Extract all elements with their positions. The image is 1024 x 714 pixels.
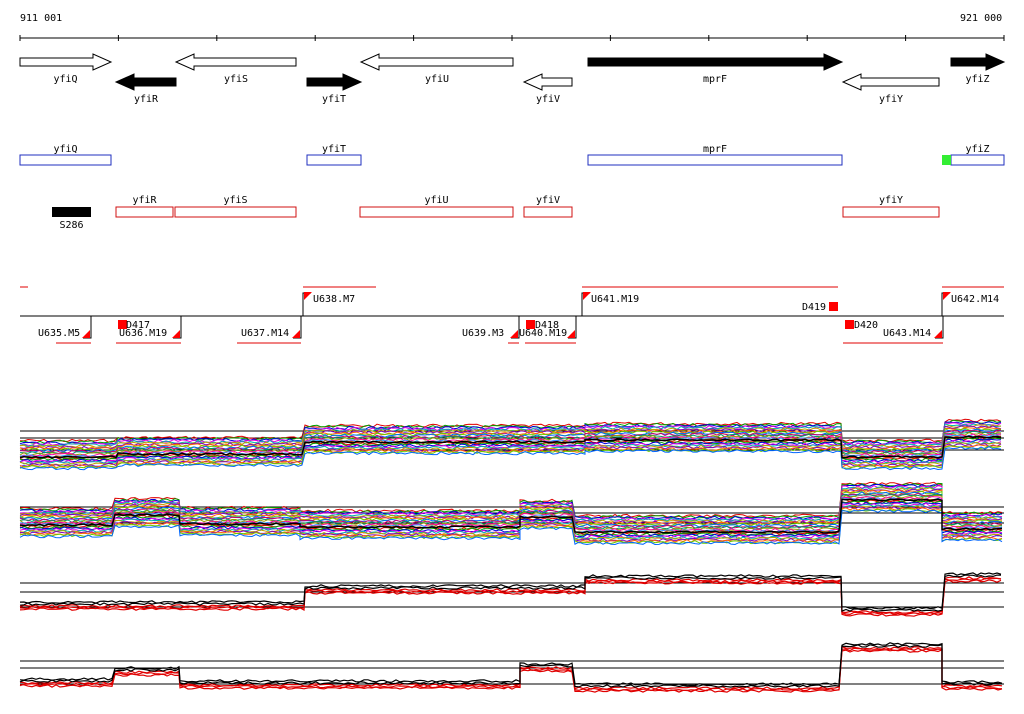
gene-arrow-yfiR — [114, 73, 177, 91]
expression-black-line — [19, 572, 1002, 610]
expression-black-line — [19, 574, 1001, 612]
transcript-label-U636.M19: U636.M19 — [119, 328, 167, 339]
expression-sample-line — [19, 438, 1002, 463]
expression-track-plus-expression-avg — [19, 572, 1004, 617]
expression-red-line — [19, 577, 1002, 616]
transcript-flag-U640.M19 — [567, 330, 575, 338]
transcript-label-U639.M3: U639.M3 — [462, 328, 504, 339]
transcript-flag-U643.M14 — [934, 330, 942, 338]
gene-arrow-yfiT — [306, 73, 363, 91]
minus-box-label-yfiV: yfiV — [536, 195, 560, 206]
downstream-label-D418: D418 — [535, 320, 559, 331]
plus-box-label-yfiT: yfiT — [322, 144, 346, 155]
transcript-label-U641.M19: U641.M19 — [591, 294, 639, 305]
expression-profile-tracks — [19, 418, 1004, 693]
gene-label-yfiY: yfiY — [879, 94, 903, 105]
expression-mean-line — [19, 498, 1003, 534]
ruler-end-label: 921 000 — [960, 13, 1003, 24]
gene-label-yfiS: yfiS — [224, 74, 248, 85]
plus-box-label-mprF: mprF — [703, 144, 727, 155]
plus-box-yfiT — [306, 154, 362, 166]
transcript-segment-track: U638.M7 U641.M19 U642.M14 U635.M5 U636.M19 U6… — [20, 286, 1004, 344]
green-marker — [942, 155, 951, 165]
expression-sample-line — [19, 418, 1002, 443]
minus-box-yfiS — [174, 206, 297, 218]
expression-red-line — [20, 648, 1003, 693]
downstream-marker-D418 — [526, 320, 535, 329]
expression-sample-line — [19, 423, 1002, 448]
minus-box-yfiY — [842, 206, 940, 218]
downstream-marker-D420 — [845, 320, 854, 329]
expression-sample-line — [19, 430, 1002, 455]
plus-box-label-yfiQ: yfiQ — [53, 144, 77, 155]
minus-box-label-yfiU: yfiU — [424, 195, 448, 206]
transcript-label-U638.M7: U638.M7 — [313, 294, 355, 305]
expression-red-line — [19, 579, 1002, 617]
gene-arrow-yfiS — [174, 53, 297, 71]
expression-sample-line — [19, 509, 1003, 546]
transcript-label-U642.M14: U642.M14 — [951, 294, 999, 305]
minus-box-label-yfiS: yfiS — [223, 195, 247, 206]
transcript-label-U643.M14: U643.M14 — [883, 328, 931, 339]
gene-label-mprF: mprF — [703, 74, 727, 85]
srna-block-S286 — [52, 207, 91, 217]
srna-label-S286: S286 — [59, 220, 83, 231]
gene-label-yfiR: yfiR — [134, 94, 159, 105]
transcript-flag-U635.M5 — [82, 330, 90, 338]
gene-arrow-mprF — [587, 53, 844, 71]
expression-sample-line — [19, 433, 1002, 458]
coordinate-ruler — [19, 35, 1005, 41]
gene-arrow-yfiU — [359, 53, 514, 71]
minus-box-yfiV — [523, 206, 573, 218]
downstream-label-D417: D417 — [126, 320, 150, 331]
gene-label-yfiU: yfiU — [425, 74, 449, 85]
transcript-flag-U636.M19 — [172, 330, 180, 338]
transcript-label-U637.M14: U637.M14 — [241, 328, 289, 339]
expression-sample-line — [19, 432, 1002, 456]
expression-mean-line — [19, 435, 1002, 459]
gene-arrow-yfiQ — [19, 53, 113, 71]
transcript-flag-U642.M14 — [943, 292, 951, 300]
gene-label-yfiV: yfiV — [536, 94, 560, 105]
downstream-marker-D417 — [118, 320, 127, 329]
plus-box-label-yfiZ: yfiZ — [965, 144, 989, 155]
downstream-label-D419: D419 — [802, 302, 826, 313]
gene-arrow-yfiZ — [950, 53, 1006, 71]
expression-sample-line — [19, 446, 1002, 471]
expression-track-minus-expression-avg — [19, 642, 1004, 693]
gene-label-yfiZ: yfiZ — [965, 74, 989, 85]
downstream-label-D420: D420 — [854, 320, 878, 331]
expression-sample-line — [19, 428, 1002, 453]
minus-box-yfiU — [359, 206, 514, 218]
minus-box-yfiR — [115, 206, 174, 218]
downstream-marker-D419 — [829, 302, 838, 311]
transcript-label-U635.M5: U635.M5 — [38, 328, 80, 339]
minus-box-label-yfiR: yfiR — [132, 195, 157, 206]
transcript-flag-U641.M19 — [583, 292, 591, 300]
gene-arrow-track: yfiQ yfiR yfiS yfiT yfiU yfiV mprF yfiY yfiZ — [19, 53, 1006, 105]
transcript-flag-U638.M7 — [304, 292, 312, 300]
gene-arrow-yfiV — [522, 73, 573, 91]
gene-label-yfiT: yfiT — [322, 94, 346, 105]
gene-arrow-yfiY — [841, 73, 940, 91]
transcript-flag-U637.M14 — [292, 330, 300, 338]
expression-track-plus-expression-all — [19, 418, 1004, 471]
minus-strand-annotation-track: yfiR yfiS yfiU yfiV yfiY S286 — [52, 195, 940, 231]
plus-box-yfiQ — [19, 154, 112, 166]
expression-sample-line — [19, 445, 1002, 470]
transcript-label-U640.M19: U640.M19 — [519, 328, 567, 339]
gene-label-yfiQ: yfiQ — [53, 74, 77, 85]
expression-sample-line — [19, 444, 1002, 469]
transcript-flag-U639.M3 — [510, 330, 518, 338]
plus-strand-annotation-track: yfiQ yfiT mprF yfiZ — [19, 144, 1005, 166]
expression-track-minus-expression-all — [19, 481, 1004, 546]
ruler-start-label: 911 001 — [20, 13, 63, 24]
plus-box-yfiZ — [950, 154, 1005, 166]
plus-box-mprF — [587, 154, 843, 166]
expression-black-line — [19, 642, 1003, 686]
minus-box-label-yfiY: yfiY — [879, 195, 903, 206]
